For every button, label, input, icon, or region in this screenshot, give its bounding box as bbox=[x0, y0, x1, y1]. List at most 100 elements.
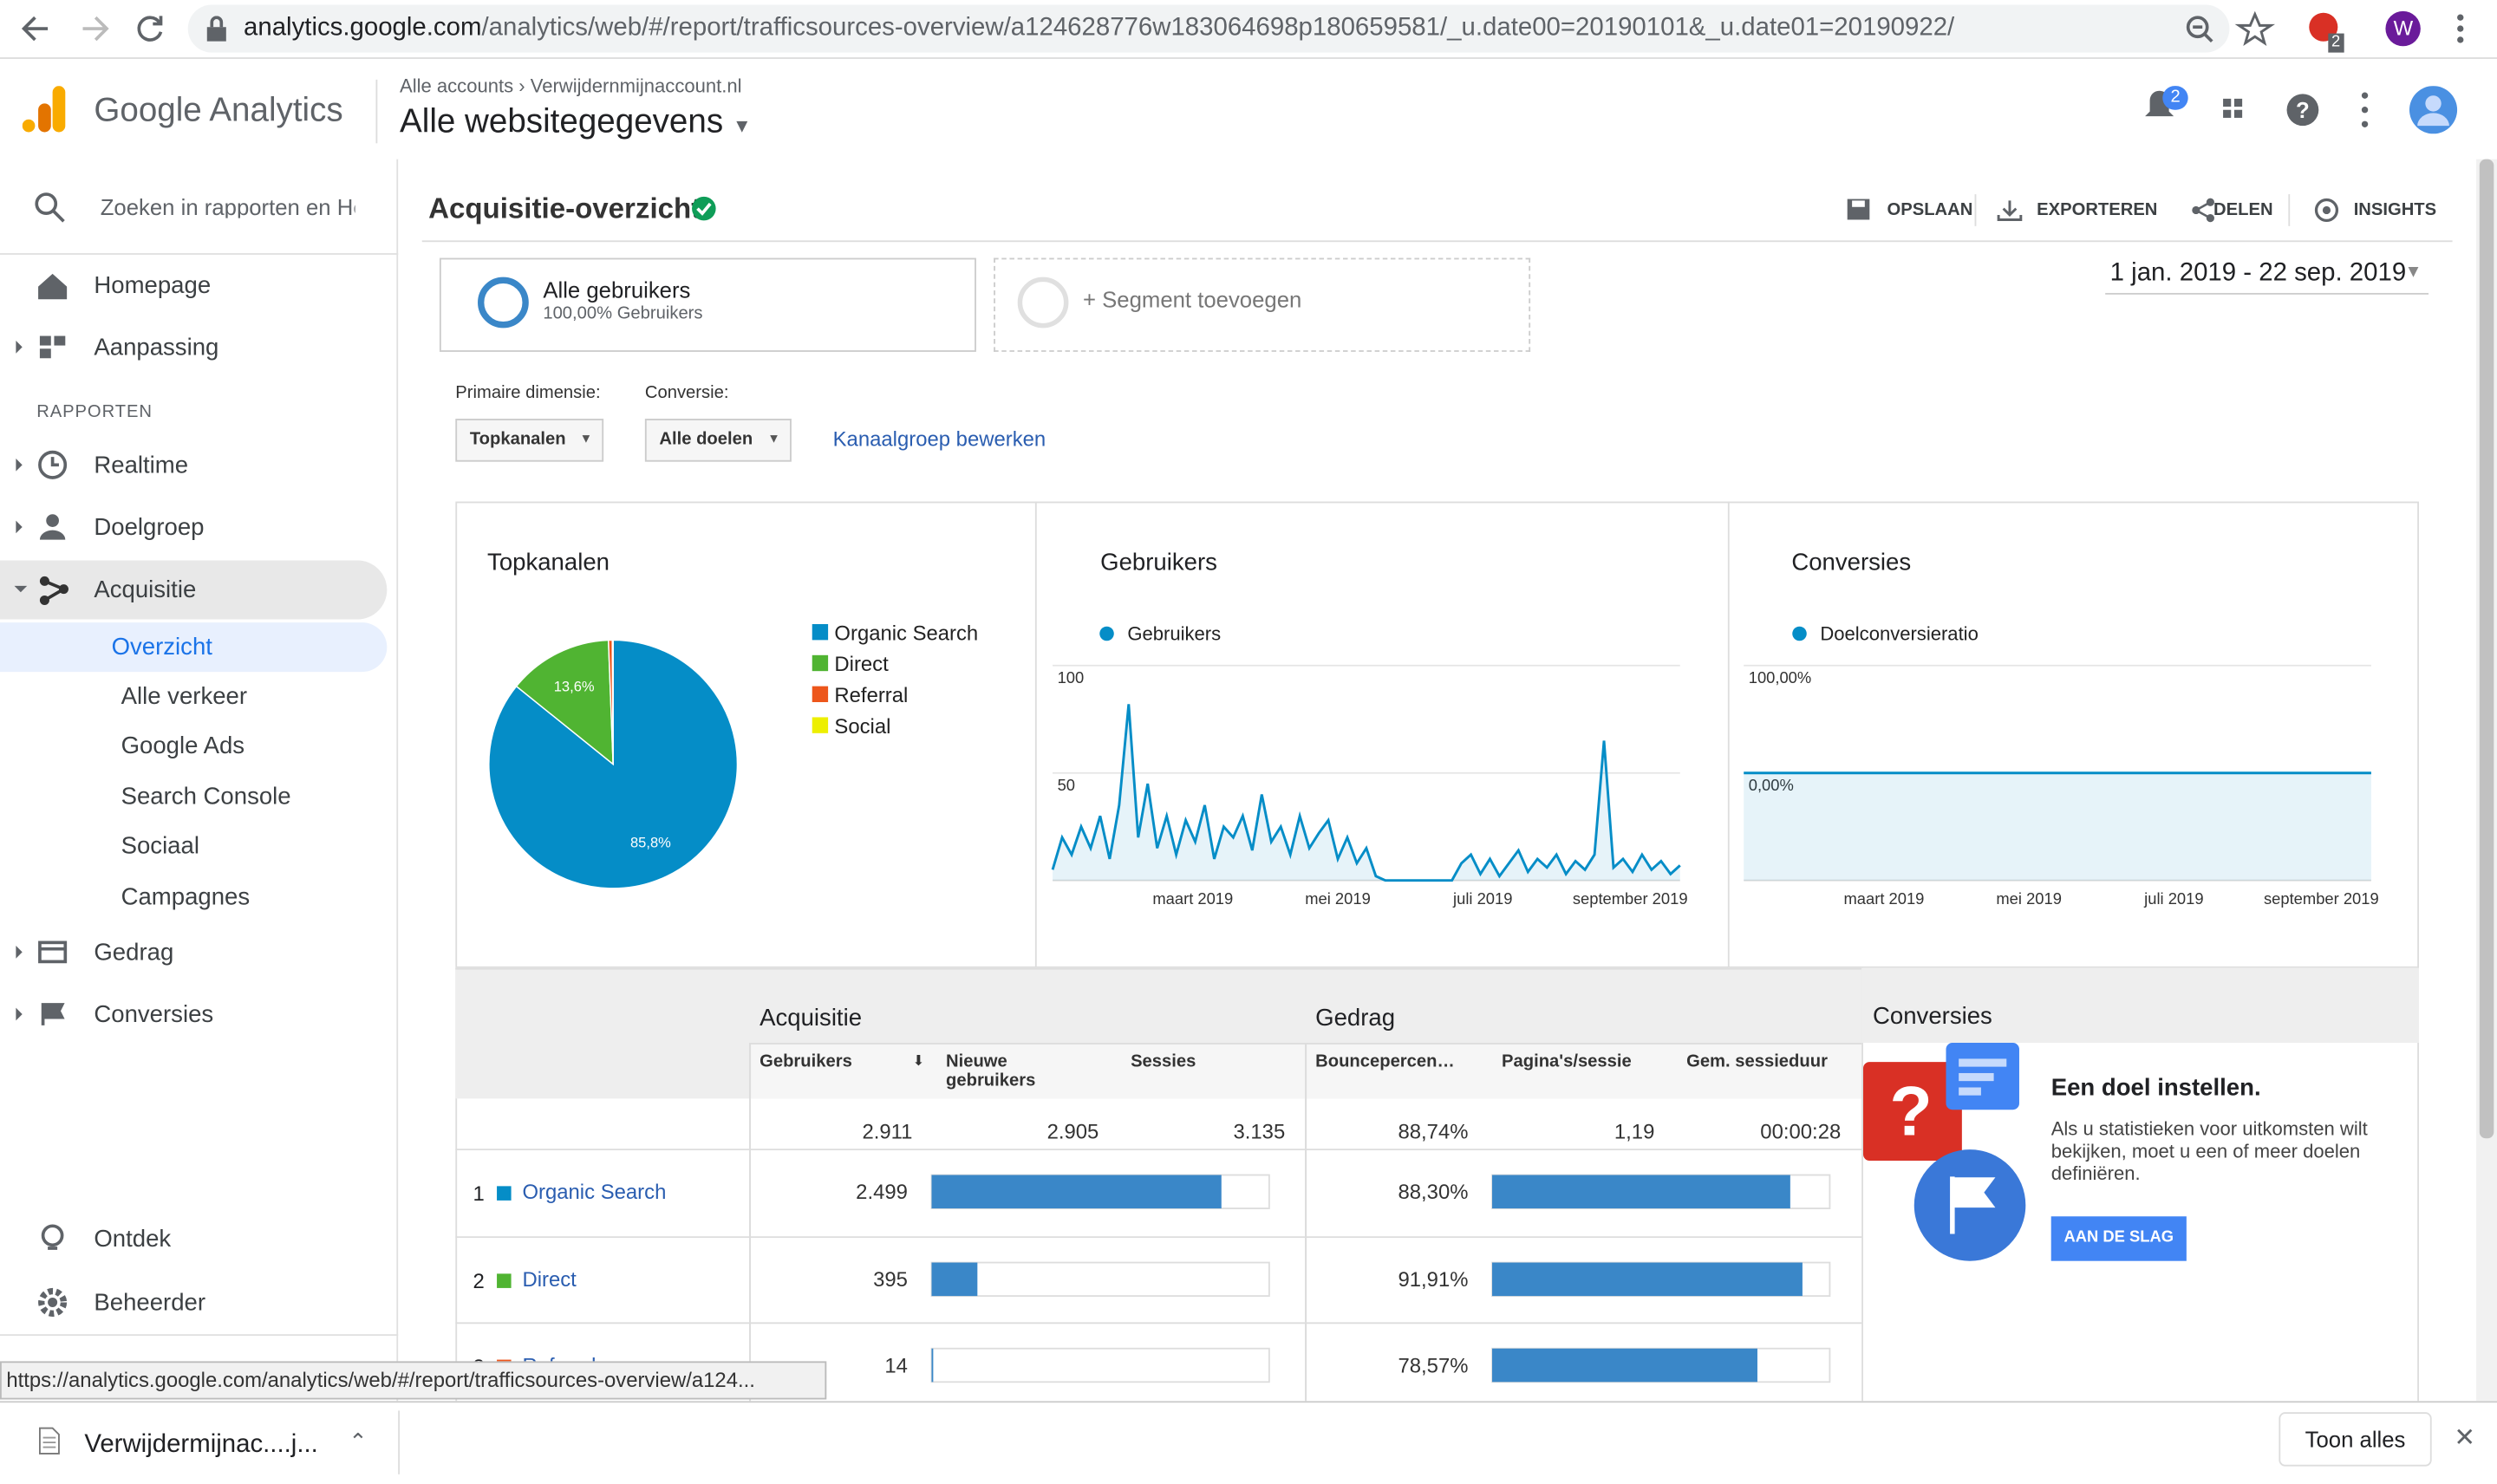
row-swatch bbox=[497, 1273, 512, 1288]
view-selector[interactable]: Alle websitegegevens ▼ bbox=[400, 103, 752, 140]
action-button[interactable]: OPSLAAN bbox=[1887, 200, 1973, 220]
sort-indicator[interactable]: ⬇ bbox=[912, 1052, 925, 1069]
divider bbox=[421, 240, 2453, 243]
nav-subitem[interactable]: Overzicht bbox=[111, 634, 212, 661]
y-tick-label: 100 bbox=[1058, 668, 1085, 687]
row-channel[interactable]: Direct bbox=[522, 1267, 577, 1292]
breadcrumb-item[interactable]: Verwijdernmijnaccount.nl bbox=[530, 75, 742, 98]
nav-item[interactable]: Realtime bbox=[94, 452, 189, 479]
nav-item[interactable]: Beheerder bbox=[94, 1289, 206, 1317]
file-icon bbox=[39, 1427, 60, 1455]
conversion-dropdown[interactable] bbox=[644, 419, 792, 462]
active-item bbox=[0, 622, 388, 673]
breadcrumb-item[interactable]: Alle accounts bbox=[400, 75, 514, 98]
nav-item[interactable]: Ontdek bbox=[94, 1226, 172, 1253]
profile-initial[interactable]: W bbox=[2393, 16, 2414, 40]
ga-logo bbox=[22, 86, 66, 133]
legend-marker bbox=[1099, 626, 1114, 641]
y-tick-label: 0,00% bbox=[1749, 776, 1794, 794]
row-bounce: 88,30% bbox=[1398, 1180, 1469, 1204]
column-header[interactable]: Gem. sessieduur bbox=[1686, 1052, 1828, 1072]
conversion-value[interactable]: Alle doelen bbox=[659, 429, 753, 449]
row-swatch bbox=[497, 1186, 512, 1201]
pie-slice bbox=[515, 639, 614, 766]
action-button[interactable]: EXPORTEREN bbox=[2037, 200, 2158, 220]
x-tick-label: maart 2019 bbox=[1152, 889, 1233, 908]
download-menu[interactable]: ⌃ bbox=[349, 1428, 368, 1454]
column-header[interactable]: Sessies bbox=[1131, 1052, 1196, 1072]
add-segment-card[interactable] bbox=[994, 257, 1531, 352]
goal-panel-title: Conversies bbox=[1873, 1003, 1992, 1031]
legend-label: Organic Search bbox=[834, 622, 978, 645]
x-tick-label: september 2019 bbox=[2264, 889, 2379, 908]
column-header[interactable]: Gebruikers bbox=[760, 1052, 852, 1072]
column-header[interactable]: Nieuwe gebruikers bbox=[946, 1052, 1036, 1091]
lock-icon bbox=[206, 16, 226, 42]
legend-label: Social bbox=[834, 715, 890, 739]
show-all-button[interactable]: Toon alles bbox=[2279, 1412, 2432, 1467]
column-group: Acquisitie bbox=[760, 1004, 863, 1032]
x-tick-label: mei 2019 bbox=[1305, 889, 1371, 908]
row-channel[interactable]: Organic Search bbox=[522, 1180, 667, 1204]
dimension-value[interactable]: Topkanalen bbox=[469, 429, 566, 449]
search-icon bbox=[35, 192, 65, 223]
y-tick-label: 50 bbox=[1058, 776, 1075, 794]
url-bar[interactable] bbox=[187, 4, 2230, 53]
nav-subitem[interactable]: Sociaal bbox=[121, 832, 199, 860]
bar bbox=[931, 1175, 1222, 1209]
line bbox=[1051, 704, 1681, 882]
nav-item[interactable]: Aanpassing bbox=[94, 334, 219, 361]
scrollbar-thumb[interactable] bbox=[2479, 159, 2494, 1139]
product-name: Google Analytics bbox=[94, 92, 343, 129]
nav-subitem[interactable]: Campagnes bbox=[121, 883, 251, 911]
chart-title: Topkanalen bbox=[487, 549, 610, 576]
nav-item[interactable]: Doelgroep bbox=[94, 514, 205, 542]
dimension-dropdown[interactable] bbox=[455, 419, 604, 462]
goal-illustration: ? bbox=[1862, 1043, 2026, 1261]
total-value: 88,74% bbox=[1398, 1119, 1469, 1143]
header-icons[interactable]: ? bbox=[2134, 86, 2468, 140]
view-name[interactable]: Alle websitegegevens bbox=[400, 103, 724, 140]
download-file[interactable]: Verwijdermijnac....j... bbox=[84, 1431, 318, 1459]
segment-sub: 100,00% Gebruikers bbox=[543, 303, 703, 323]
nav-item[interactable]: Acquisitie bbox=[94, 576, 197, 604]
divider bbox=[0, 1334, 399, 1337]
close-download-bar[interactable]: ✕ bbox=[2454, 1424, 2476, 1453]
divider bbox=[1727, 501, 1730, 968]
segment-name: Alle gebruikers bbox=[543, 277, 691, 303]
action-button[interactable]: DELEN bbox=[2213, 200, 2273, 220]
goal-button[interactable]: AAN DE SLAG bbox=[2050, 1216, 2187, 1261]
bar bbox=[1492, 1348, 1757, 1383]
x-tick-label: mei 2019 bbox=[1996, 889, 2062, 908]
segment-card[interactable] bbox=[439, 257, 976, 352]
nav-subitem[interactable]: Google Ads bbox=[121, 732, 245, 760]
date-caret[interactable]: ▼ bbox=[2404, 263, 2422, 283]
nav-subitem[interactable]: Search Console bbox=[121, 783, 291, 810]
legend-swatch bbox=[812, 654, 829, 672]
ga-header bbox=[0, 60, 2497, 159]
legend-label: Gebruikers bbox=[1127, 622, 1221, 644]
search-input[interactable]: Zoeken in rapporten en Help bbox=[100, 195, 355, 218]
nav-subitem[interactable]: Alle verkeer bbox=[121, 682, 248, 711]
nav-item[interactable]: Gedrag bbox=[94, 939, 174, 967]
legend-marker bbox=[1792, 626, 1807, 641]
url: analytics.google.com/analytics/web/#/rep… bbox=[244, 15, 1954, 41]
row-users: 14 bbox=[884, 1353, 908, 1377]
add-segment[interactable]: + Segment toevoegen bbox=[1082, 286, 1302, 313]
column-header[interactable]: Bouncepercen… bbox=[1315, 1052, 1455, 1072]
action-button[interactable]: INSIGHTS bbox=[2353, 200, 2437, 220]
legend-label: Doelconversieratio bbox=[1820, 622, 1978, 644]
bar bbox=[1492, 1175, 1790, 1209]
pie-slice bbox=[488, 639, 739, 889]
date-range[interactable]: 1 jan. 2019 - 22 sep. 2019 bbox=[2109, 259, 2407, 287]
divider bbox=[398, 1410, 401, 1474]
nav-item[interactable]: Homepage bbox=[94, 272, 212, 300]
nav-item[interactable]: Conversies bbox=[94, 1001, 214, 1029]
nav-buttons[interactable] bbox=[16, 10, 175, 48]
goal-panel-header bbox=[1861, 967, 2420, 1044]
edit-link[interactable]: Kanaalgroep bewerken bbox=[832, 426, 1046, 451]
column-header[interactable]: Pagina's/sessie bbox=[1502, 1052, 1632, 1072]
status-url: https://analytics.google.com/analytics/w… bbox=[0, 1361, 827, 1400]
breadcrumb[interactable]: Alle accounts › Verwijdernmijnaccount.nl bbox=[400, 75, 742, 98]
